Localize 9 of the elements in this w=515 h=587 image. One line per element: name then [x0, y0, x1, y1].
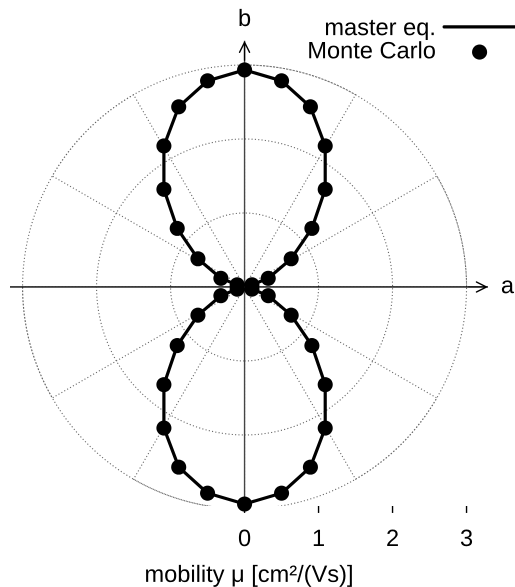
x-tick-label: 3: [460, 530, 472, 546]
x-axis-title: mobility μ [cm²/(Vs)]: [146, 564, 352, 587]
text: a: [502, 280, 514, 294]
legend-label: master eq.: [326, 20, 434, 40]
x-tick-label: 2: [387, 530, 398, 546]
x-tick-label: 1: [314, 530, 324, 546]
legend-label: Monte Carlo: [309, 41, 435, 59]
text: b: [240, 8, 250, 26]
x-tick-label: 0: [238, 530, 250, 546]
